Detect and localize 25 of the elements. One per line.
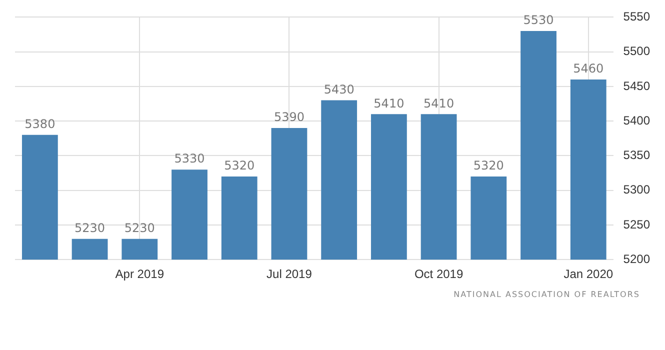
data-label: 5380	[24, 117, 56, 132]
y-tick-label: 5450	[623, 78, 650, 93]
y-tick-label: 5200	[623, 252, 650, 266]
y-tick-label: 5250	[623, 217, 650, 232]
data-label: 5230	[124, 220, 155, 235]
data-label: 5390	[274, 110, 304, 124]
data-label: 5320	[224, 158, 255, 173]
text: NATIONAL ASSOCIATION OF REALTORS	[452, 290, 640, 299]
y-tick-label: 5550	[623, 10, 650, 24]
data-label: 5320	[473, 158, 504, 173]
y-tick-label: 5350	[623, 148, 650, 162]
data-label: 5230	[74, 220, 106, 235]
x-tick-label: Jan 2020	[564, 267, 614, 282]
x-tick-label: Apr 2019	[115, 267, 164, 282]
data-label: 5330	[174, 152, 205, 166]
y-tick-label: 5400	[623, 113, 650, 128]
x-tick-label: Jul 2019	[266, 267, 312, 282]
data-label: 5410	[374, 96, 404, 110]
data-label: 5460	[573, 62, 604, 76]
y-tick-label: 5300	[623, 182, 650, 197]
y-tick-label: 5500	[623, 44, 650, 58]
data-label: 5430	[324, 82, 354, 96]
data-label: 5410	[424, 96, 454, 110]
x-tick-label: Oct 2019	[414, 267, 464, 282]
data-label: 5530	[523, 13, 554, 28]
